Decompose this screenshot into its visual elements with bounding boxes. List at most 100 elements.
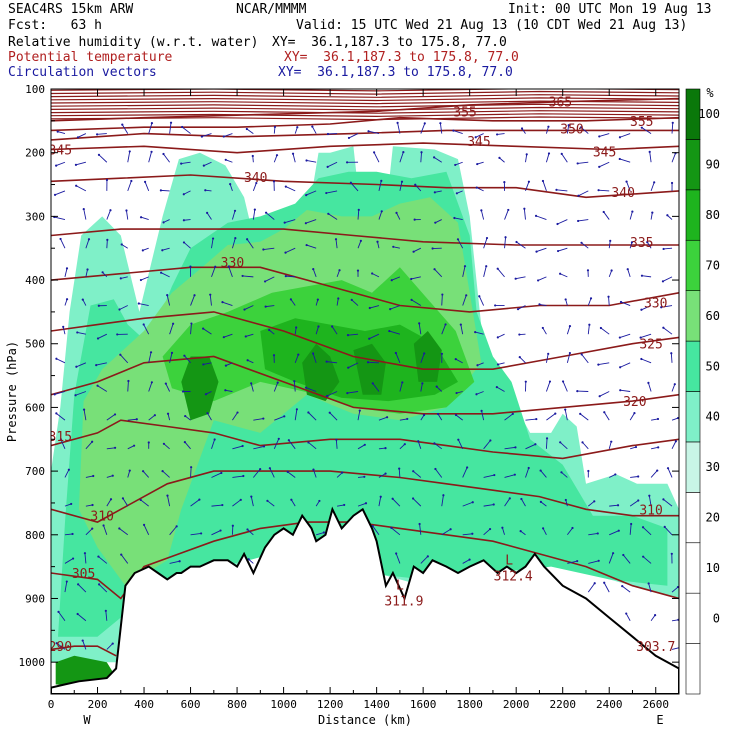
vector-head bbox=[71, 532, 74, 536]
field-theta-xy: XY= 36.1,187.3 to 175.8, 77.0 bbox=[284, 50, 519, 65]
circulation-vector bbox=[603, 582, 610, 593]
vector-head bbox=[224, 364, 228, 367]
vector-head bbox=[456, 238, 460, 241]
vector-head bbox=[625, 612, 628, 615]
circulation-vector bbox=[621, 585, 631, 593]
circulation-vector bbox=[290, 299, 296, 306]
circulation-vector bbox=[525, 467, 530, 478]
vector-head bbox=[579, 412, 582, 415]
circulation-vector bbox=[127, 445, 135, 450]
vector-head bbox=[130, 179, 133, 183]
circulation-vector bbox=[587, 298, 592, 306]
vector-head bbox=[567, 124, 570, 127]
vector-head bbox=[426, 555, 429, 558]
circulation-vector bbox=[650, 212, 653, 220]
circulation-vector bbox=[542, 327, 547, 335]
circulation-vector bbox=[209, 294, 212, 306]
circulation-vector bbox=[378, 180, 382, 191]
circulation-vector bbox=[435, 219, 442, 224]
vector-head bbox=[398, 467, 401, 470]
x-tick-label: 1400 bbox=[363, 698, 390, 711]
circulation-vector bbox=[557, 247, 568, 252]
circulation-vector bbox=[455, 414, 463, 421]
circulation-vector bbox=[477, 161, 484, 165]
circulation-vector bbox=[608, 296, 610, 306]
vector-head bbox=[453, 216, 456, 220]
vector-head bbox=[241, 274, 244, 278]
circulation-vector bbox=[336, 270, 340, 278]
vector-head bbox=[224, 158, 227, 161]
circulation-vector bbox=[223, 133, 233, 137]
circulation-vector bbox=[169, 323, 174, 335]
circulation-vector bbox=[253, 418, 264, 421]
circulation-vector bbox=[629, 211, 633, 220]
circulation-vector bbox=[290, 499, 296, 507]
circulation-vector bbox=[435, 468, 443, 478]
vector-head bbox=[435, 385, 438, 388]
circulation-vector bbox=[85, 441, 93, 450]
circulation-vector bbox=[306, 244, 317, 249]
circulation-vector bbox=[647, 382, 652, 392]
circulation-vector bbox=[285, 275, 296, 278]
vector-head bbox=[577, 219, 580, 223]
circulation-vector bbox=[225, 389, 233, 392]
circulation-vector bbox=[357, 444, 366, 450]
vector-head bbox=[284, 275, 287, 278]
circulation-vector bbox=[169, 352, 173, 363]
colorbar-segment bbox=[685, 542, 701, 594]
vector-head bbox=[290, 498, 293, 501]
vector-head bbox=[164, 382, 167, 385]
circulation-vector bbox=[434, 268, 443, 278]
vector-head bbox=[630, 241, 634, 244]
vector-head bbox=[137, 302, 140, 305]
vector-head bbox=[104, 609, 107, 612]
circulation-vector bbox=[663, 499, 673, 507]
theta-contour-355 bbox=[51, 116, 679, 132]
vector-head bbox=[640, 274, 644, 277]
vector-head bbox=[182, 219, 186, 222]
circulation-vector bbox=[119, 305, 128, 310]
circulation-vector bbox=[148, 382, 153, 392]
circulation-vector bbox=[476, 187, 484, 192]
rh-region-90 bbox=[302, 343, 340, 402]
vector-head bbox=[412, 250, 415, 253]
circulation-vector bbox=[82, 640, 87, 650]
vector-head bbox=[305, 193, 308, 197]
circulation-vector bbox=[225, 362, 233, 367]
vector-head bbox=[169, 121, 173, 124]
vector-head bbox=[59, 237, 62, 241]
circulation-vector bbox=[166, 295, 171, 306]
circulation-vector bbox=[351, 299, 359, 306]
circulation-vector bbox=[413, 247, 422, 253]
vector-head bbox=[454, 357, 457, 361]
field-rh-name: Relative humidity (w.r.t. water) bbox=[8, 35, 259, 50]
circulation-vector bbox=[579, 413, 589, 421]
vector-head bbox=[141, 470, 145, 473]
vector-head bbox=[439, 122, 442, 125]
circulation-vector bbox=[269, 468, 275, 478]
circulation-vector bbox=[121, 244, 128, 249]
vector-head bbox=[166, 494, 169, 497]
circulation-vector bbox=[437, 413, 443, 421]
colorbar-segment bbox=[685, 88, 701, 140]
vector-head bbox=[525, 153, 528, 156]
vector-head bbox=[434, 467, 437, 471]
colorbar-label: 80 bbox=[706, 208, 720, 222]
vector-head bbox=[172, 322, 175, 325]
vector-head bbox=[95, 364, 98, 367]
vector-head bbox=[580, 353, 583, 356]
vector-head bbox=[380, 210, 383, 213]
vector-head bbox=[480, 409, 483, 412]
vector-head bbox=[182, 193, 185, 196]
theta-contour-310 bbox=[51, 470, 679, 523]
vector-head bbox=[618, 157, 621, 161]
vector-head bbox=[150, 122, 154, 125]
circulation-vector bbox=[588, 560, 599, 564]
vector-head bbox=[284, 251, 287, 254]
vector-head bbox=[55, 412, 58, 415]
circulation-vector bbox=[609, 530, 619, 536]
vector-head bbox=[147, 441, 150, 444]
circulation-vector bbox=[455, 358, 463, 364]
vector-head bbox=[548, 380, 552, 383]
circulation-vector bbox=[106, 239, 108, 249]
